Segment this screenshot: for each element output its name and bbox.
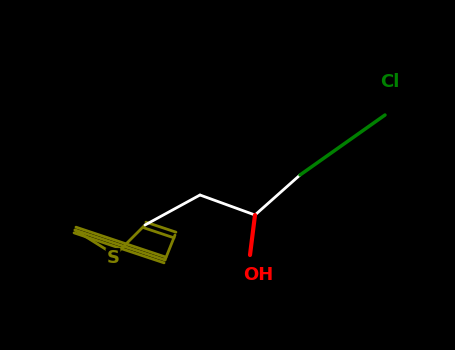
Text: OH: OH [243,266,273,284]
Text: Cl: Cl [380,73,399,91]
Text: S: S [106,249,120,267]
